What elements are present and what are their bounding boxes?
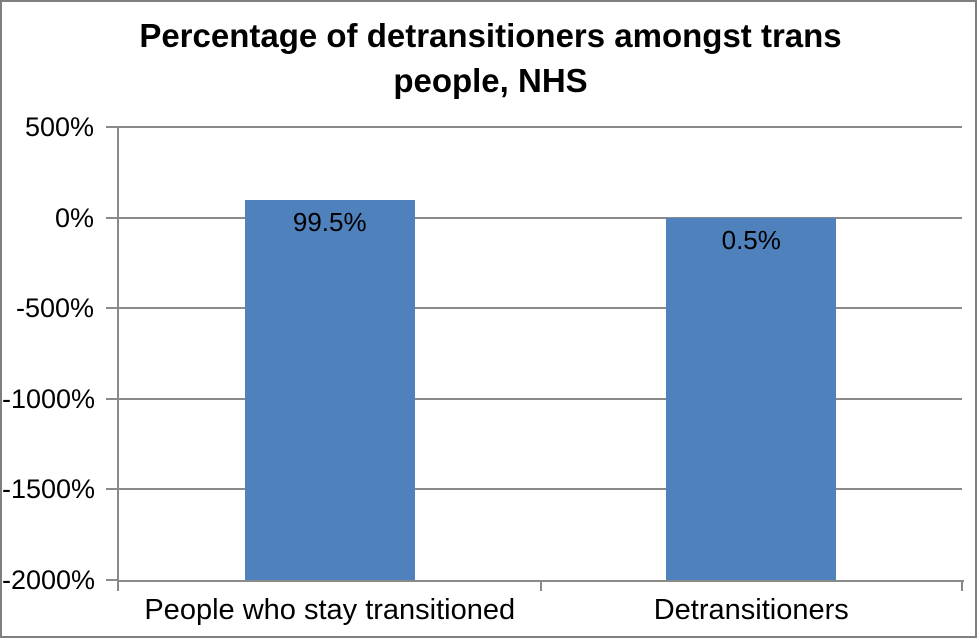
gridline xyxy=(119,216,962,219)
chart-title-line-1: Percentage of detransitioners amongst tr… xyxy=(139,17,842,54)
y-axis-tick xyxy=(106,397,119,400)
y-axis-tick xyxy=(106,126,119,128)
y-axis-label: 0% xyxy=(54,202,94,233)
y-axis-tick xyxy=(106,579,119,581)
y-axis-tick xyxy=(106,307,119,310)
gridline xyxy=(119,397,962,400)
chart-title: Percentage of detransitioners amongst tr… xyxy=(2,13,975,103)
y-axis-line xyxy=(117,127,119,591)
y-axis-tick xyxy=(106,488,119,491)
x-axis-label: People who stay transitioned xyxy=(144,594,516,626)
gridline xyxy=(119,488,962,491)
gridline xyxy=(119,307,962,310)
gridline xyxy=(119,126,962,128)
bar-data-label: 0.5% xyxy=(721,224,781,255)
chart-title-line-2: people, NHS xyxy=(393,62,588,99)
x-axis-label: Detransitioners xyxy=(653,594,849,626)
y-axis-label: -1500% xyxy=(2,474,96,505)
x-axis-tick xyxy=(961,580,963,591)
y-axis-label: -1000% xyxy=(2,383,96,414)
bar xyxy=(666,217,837,580)
x-axis-line xyxy=(117,580,964,582)
bar-data-label: 99.5% xyxy=(292,206,367,237)
x-axis-tick xyxy=(539,580,542,591)
y-axis-tick xyxy=(106,216,119,219)
y-axis-label: 500% xyxy=(24,112,94,142)
bar xyxy=(244,199,415,580)
y-axis-label: -2000% xyxy=(2,565,96,595)
y-axis-label: -500% xyxy=(15,293,94,324)
